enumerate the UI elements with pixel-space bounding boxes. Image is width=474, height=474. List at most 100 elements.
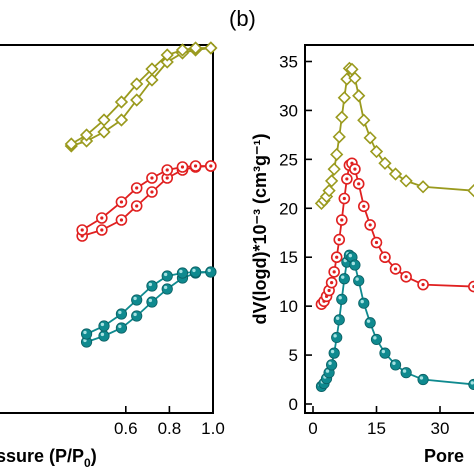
panel-b-x-axis-title: Pore xyxy=(424,446,464,466)
panel-b-series-2-point xyxy=(389,359,402,371)
panel-b-series-0-point xyxy=(399,174,413,188)
panel-b-series-0-point xyxy=(378,156,392,170)
panel-b-series-0-point xyxy=(416,180,430,194)
panel-b-series-2-point-body xyxy=(370,333,383,346)
panel-a-series-2-desorption-point-shine xyxy=(148,282,153,287)
panel-b-y-tick-label: 25 xyxy=(279,150,298,169)
panel-a-series-2-desorption-point xyxy=(189,266,202,278)
panel-b-series-2-point-body xyxy=(326,359,338,371)
panel-b-series-2-point-shine xyxy=(348,253,353,258)
panel-b-series-0-point xyxy=(335,110,349,124)
panel-b-series-1-point xyxy=(357,200,370,213)
panel-a-series-1-desorption-point-center xyxy=(119,200,124,204)
panel-a-series-2-adsorption-point-shine xyxy=(133,312,137,317)
panel-b-series-2-point-shine xyxy=(419,376,424,380)
panel-b-series-1-point xyxy=(338,192,351,205)
panel-b-series-2-point xyxy=(326,359,338,371)
panel-a-series-0-adsorption-point xyxy=(160,55,174,69)
panel-b-series-1-point xyxy=(364,219,376,231)
panel-a-series-1-adsorption-point xyxy=(115,214,128,226)
panel-a-series-2 xyxy=(80,266,217,348)
panel-b-series-2-point xyxy=(364,317,376,329)
panel-b-series-0-point xyxy=(388,167,403,181)
panel-a-series-2-desorption-point xyxy=(146,280,158,292)
panel-a-series-1-desorption-point-center xyxy=(193,164,198,168)
panel-a-series-0-desorption-point xyxy=(114,95,129,109)
panel-a-series-group xyxy=(64,41,218,348)
panel-b-series-1-point-center xyxy=(421,283,425,287)
panel-a-series-1-desorption-point xyxy=(189,160,202,172)
panel-a-series-2-desorption-point-shine xyxy=(133,296,137,301)
panel-b-series-2 xyxy=(315,249,474,392)
panel-a-series-1-adsorption-point-center xyxy=(135,204,139,208)
panel-a-series-2-desorption-point xyxy=(205,266,217,278)
panel-a-series-0-desorption-point xyxy=(160,48,174,62)
panel-b-series-0-point xyxy=(352,89,366,103)
panel-a-series-1-adsorption-point xyxy=(130,200,143,212)
panel-a-series-0-adsorption-point xyxy=(130,93,144,107)
panel-b-series-0-point xyxy=(369,144,384,159)
panel-b-y-tick-label: 0 xyxy=(289,395,298,414)
panel-b-series-0-point xyxy=(363,131,377,145)
panel-a-series-2-adsorption-point xyxy=(161,283,173,295)
panel-a-series-2-desorption-point xyxy=(80,328,93,340)
panel-b-series-2-point-shine xyxy=(333,334,337,338)
panel-a-series-2-adsorption-point-body xyxy=(146,296,158,308)
panel-b-series-0-point xyxy=(357,113,371,127)
panel-a-series-1 xyxy=(76,160,217,242)
panel-a-series-1-adsorption-point-center xyxy=(150,190,154,194)
panel-b-series-2-point-body xyxy=(328,347,340,359)
panel-a-series-2-desorption-point-shine xyxy=(100,322,105,327)
panel-a-series-1-desorption-point xyxy=(176,161,189,173)
panel-b-series-2-point xyxy=(331,331,343,344)
panel-a-series-0-desorption-point xyxy=(204,41,218,55)
panel-b-series-2-point-shine xyxy=(402,369,407,373)
panel-b-series-1-point-center xyxy=(383,255,387,259)
panel-b-series-2-point-shine xyxy=(381,349,386,354)
panel-a-series-0-desorption-point xyxy=(64,137,78,151)
panel-a-series-2-desorption-point-body xyxy=(205,266,217,278)
panel-b-series-0-point xyxy=(337,91,351,105)
panel-b-series-1-point xyxy=(335,214,348,226)
panel-b-series-1-point-center xyxy=(357,182,361,186)
panel-b-series-1-point xyxy=(341,173,353,185)
panel-a-series-2-desorption-point-shine xyxy=(83,330,87,335)
panel-a-series-2-desorption-point-body xyxy=(176,267,189,279)
panel-b-series-0-point xyxy=(324,174,339,188)
panel-b-series-1-point xyxy=(330,251,343,264)
panel-b-series-2-point-body xyxy=(400,367,412,379)
panel-a-series-2-adsorption-point xyxy=(98,330,110,342)
panel-b-series-2-point xyxy=(400,367,412,379)
panel-b-series-1-point-center xyxy=(327,288,331,293)
panel-a-series-2-adsorption-point-body xyxy=(131,310,143,322)
panel-a-series-0-adsorption-line xyxy=(71,47,211,147)
panel-a-series-2-adsorption-point-shine xyxy=(148,298,153,303)
panel-b-series-2-point-shine xyxy=(470,381,474,385)
panel-b-pore-size-plot: 0 5 10 15 20 25 30 35 0 15 30 dV(logd)*10⁻³ (cm³g⁻… xyxy=(250,44,474,466)
panel-a-series-2-adsorption-point-shine xyxy=(163,285,168,290)
panel-b-x-tick-label: 0 xyxy=(308,419,317,438)
panel-a-series-1-desorption-point-center xyxy=(80,228,84,232)
panel-b-series-2-point-body xyxy=(364,317,376,329)
panel-a-series-1-adsorption-point xyxy=(96,224,108,236)
panel-b-plot-frame xyxy=(304,44,474,414)
panel-a-series-2-desorption-point xyxy=(98,320,110,332)
panel-a-series-0-desorption-point xyxy=(188,41,203,55)
panel-b-series-2-point-body xyxy=(468,378,474,391)
panel-b-series-0-point xyxy=(330,147,344,162)
panel-b-series-2-point-shine xyxy=(328,361,332,365)
panel-b-series-1-point xyxy=(379,251,391,264)
panel-b-series-2-point-body xyxy=(333,314,345,326)
panel-a-series-2-adsorption-point-shine xyxy=(100,332,105,337)
panel-a-series-2-desorption-point-body xyxy=(189,266,202,278)
panel-a-series-2-desorption-point-shine xyxy=(118,310,122,315)
panel-b-series-2-point-shine xyxy=(366,319,371,323)
panel-b-series-1-point xyxy=(325,276,338,289)
panel-a-series-2-desorption-point-body xyxy=(98,320,110,332)
panel-b-series-0 xyxy=(314,61,474,211)
panel-b-series-2-point xyxy=(349,259,361,271)
panel-b-series-2-point-shine xyxy=(355,277,359,281)
panel-a-x-axis-title: ssure (P/P0) xyxy=(0,446,97,470)
panel-b-x-tick-label: 30 xyxy=(431,419,450,438)
